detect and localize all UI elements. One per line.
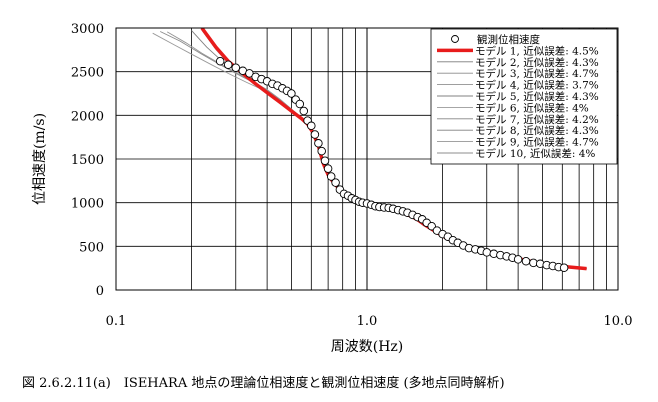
observed-point <box>513 255 523 264</box>
observed-point <box>521 256 531 266</box>
x-tick-label: 1.0 <box>357 314 378 329</box>
legend-label: モデル 3, 近似誤差: 4.7% <box>475 67 599 80</box>
observed-point <box>320 156 330 165</box>
observed-point <box>559 263 569 272</box>
y-axis-label: 位相速度(m/s) <box>32 113 48 205</box>
observed-point <box>307 121 316 131</box>
y-tick-label: 2000 <box>71 109 104 124</box>
observed-point <box>295 99 305 109</box>
observed-point <box>287 89 296 98</box>
observed-point <box>223 60 233 69</box>
legend-label: モデル 1, 近似誤差: 4.5% <box>475 44 599 57</box>
observed-points <box>215 56 569 272</box>
observed-point <box>310 130 320 139</box>
legend-label: モデル 7, 近似誤差: 4.2% <box>475 113 599 126</box>
legend-label: モデル 10, 近似誤差: 4% <box>475 147 595 160</box>
observed-point <box>331 178 340 187</box>
legend-label: モデル 5, 近似誤差: 4.3% <box>475 90 599 103</box>
observed-point <box>231 63 241 72</box>
x-tick-label: 0.1 <box>106 314 127 329</box>
legend-label: モデル 4, 近似誤差: 3.7% <box>475 79 599 92</box>
y-tick-label: 2500 <box>71 66 104 81</box>
observed-point <box>317 146 326 156</box>
legend-label: モデル 8, 近似誤差: 4.3% <box>475 124 599 137</box>
legend-label: モデル 9, 近似誤差: 4.7% <box>475 136 599 149</box>
x-axis-label: 周波数(Hz) <box>331 339 404 355</box>
y-tick-label: 3000 <box>71 22 104 37</box>
y-tick-label: 0 <box>96 284 104 299</box>
legend-label: モデル 2, 近似誤差: 4.3% <box>475 56 599 69</box>
observed-point <box>215 56 225 66</box>
observed-point <box>314 139 323 148</box>
legend-label: モデル 6, 近似誤差: 4% <box>475 101 589 114</box>
legend-label-observed: 観測位相速度 <box>477 33 540 46</box>
x-tick-label: 10.0 <box>604 314 633 329</box>
tick-labels: 0 500 1000 1500 2000 2500 3000 0.1 1.0 10.0 <box>71 22 633 329</box>
observed-point <box>326 172 336 181</box>
legend-marker-observed <box>451 35 459 43</box>
figure-caption: 図 2.6.2.11(a) ISEHARA 地点の理論位相速度と観測位相速度 (… <box>22 376 505 391</box>
observed-point <box>482 248 492 257</box>
y-tick-label: 1000 <box>71 197 104 212</box>
y-tick-label: 500 <box>79 240 104 255</box>
observed-point <box>299 106 309 116</box>
plot-frame <box>115 27 619 291</box>
observed-point <box>323 164 333 173</box>
y-tick-label: 1500 <box>71 153 104 168</box>
